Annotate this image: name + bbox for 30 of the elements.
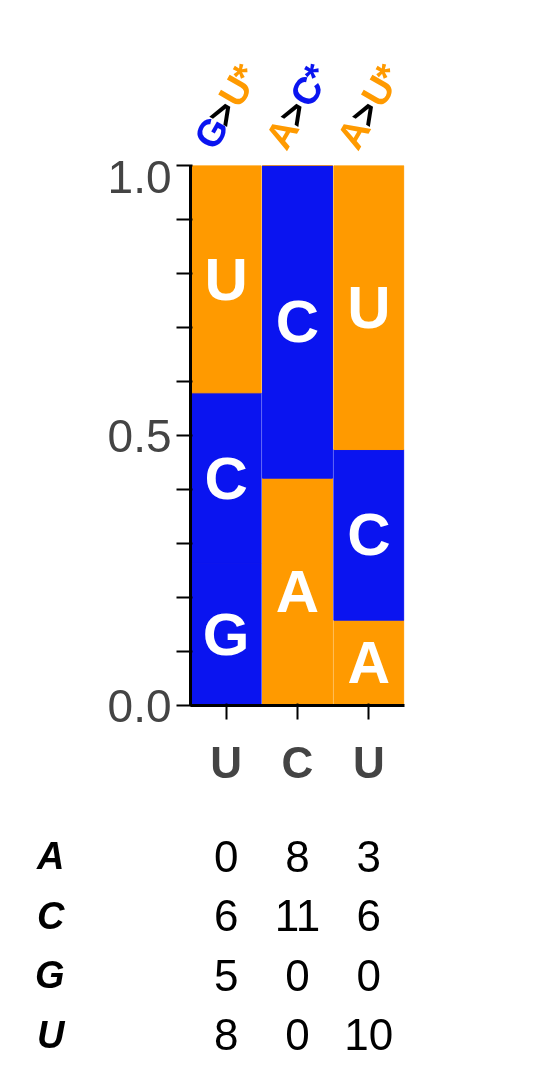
y-tick-label: C xyxy=(37,894,66,937)
data-label: 8 xyxy=(213,1010,239,1060)
data-label: 5 xyxy=(213,950,239,1000)
y-tick-label: 0.5 xyxy=(107,409,172,462)
text: C xyxy=(204,444,248,512)
data-label: 0 xyxy=(285,1010,310,1060)
data-label: 0 xyxy=(213,831,239,881)
data-label: 8 xyxy=(285,831,310,881)
data-label: 6 xyxy=(213,891,239,941)
text: U xyxy=(347,274,391,342)
text: C xyxy=(347,501,391,569)
data-label: 11 xyxy=(274,891,321,941)
data-label: 10 xyxy=(344,1010,394,1060)
y-tick-label: G xyxy=(34,954,65,997)
y-tick-label: A xyxy=(36,835,65,878)
series-label: A xyxy=(347,629,391,696)
data-label: 0 xyxy=(356,950,382,1000)
y-tick-label: 0.0 xyxy=(107,679,172,732)
data-label: 6 xyxy=(356,891,382,941)
series-label: G xyxy=(202,600,250,668)
y-tick-label: U xyxy=(37,1013,67,1056)
text: A xyxy=(275,558,320,626)
series-label: C xyxy=(275,288,320,356)
x-tick-label: C xyxy=(281,737,314,787)
data-label: 0 xyxy=(285,950,310,1000)
x-tick-label: U xyxy=(210,737,243,787)
series-label: U xyxy=(204,245,248,313)
data-label: 3 xyxy=(356,831,382,881)
x-tick-label: U xyxy=(352,737,385,787)
y-tick-label: 1.0 xyxy=(107,150,172,203)
